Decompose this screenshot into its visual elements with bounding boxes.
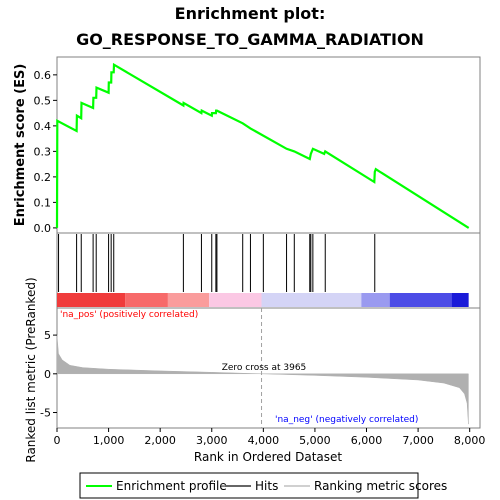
es-y-tick-label: 0.5	[34, 94, 52, 107]
ranking-color-bar	[57, 293, 469, 307]
color-bar-segment	[167, 293, 210, 307]
chart-title-line1: Enrichment plot:	[175, 4, 326, 23]
metric-y-tick-label: -5	[40, 407, 51, 420]
x-axis: 0 1,000 2,000 3,000 4,000 5,000 6,000 7,000 8,00…	[54, 428, 486, 447]
color-bar-segment	[389, 293, 452, 307]
ranked-metric-layer	[56, 308, 469, 428]
x-tick-label: 0	[54, 434, 61, 447]
enrichment-profile-layer	[55, 62, 470, 229]
x-tick-label: 8,000	[454, 434, 486, 447]
es-y-tick-label: 0.3	[34, 145, 52, 158]
ranked-metric-area	[56, 335, 469, 425]
color-bar-segment	[209, 293, 262, 307]
legend-label-hits: Hits	[255, 479, 278, 493]
enrichment-profile-line	[55, 62, 470, 229]
es-panel-frame	[56, 56, 481, 234]
metric-y-tick-label: 5	[44, 329, 51, 342]
metric-panel-frame	[56, 307, 481, 429]
x-tick-label: 5,000	[299, 434, 331, 447]
x-axis-label: Rank in Ordered Dataset	[194, 450, 342, 464]
metric-y-axis: -5 0 5	[40, 329, 57, 420]
hits-layer	[58, 234, 376, 292]
neg-correlated-label: 'na_neg' (negatively correlated)	[275, 415, 418, 425]
color-bar-segment	[451, 293, 469, 307]
color-bar-segment	[57, 293, 126, 307]
es-y-tick-label: 0.2	[34, 171, 52, 184]
legend-label-enrichment: Enrichment profile	[116, 479, 227, 493]
chart-title-line2: GO_RESPONSE_TO_GAMMA_RADIATION	[76, 30, 424, 49]
color-bar-segment	[261, 293, 362, 307]
es-y-axis: 0.0 0.1 0.2 0.3 0.4 0.5 0.6	[34, 69, 57, 235]
x-tick-label: 4,000	[248, 434, 280, 447]
x-tick-label: 3,000	[196, 434, 228, 447]
color-bar-segment	[361, 293, 390, 307]
es-y-axis-label: Enrichment score (ES)	[13, 64, 28, 227]
color-bar-segment	[125, 293, 168, 307]
legend: Enrichment profile Hits Ranking metric s…	[79, 472, 447, 499]
metric-y-tick-label: 0	[44, 368, 51, 381]
x-tick-label: 1,000	[93, 434, 125, 447]
metric-y-axis-label: Ranked list metric (PreRanked)	[24, 277, 38, 462]
es-y-tick-label: 0.6	[34, 69, 52, 82]
x-tick-label: 7,000	[402, 434, 434, 447]
legend-label-ranking: Ranking metric scores	[314, 479, 447, 493]
pos-correlated-label: 'na_pos' (positively correlated)	[60, 310, 198, 320]
zero-cross-label: Zero cross at 3965	[222, 363, 307, 373]
es-y-tick-label: 0.0	[34, 222, 52, 235]
x-tick-label: 2,000	[144, 434, 176, 447]
es-y-tick-label: 0.4	[34, 120, 52, 133]
es-y-tick-label: 0.1	[34, 196, 52, 209]
x-tick-label: 6,000	[351, 434, 383, 447]
